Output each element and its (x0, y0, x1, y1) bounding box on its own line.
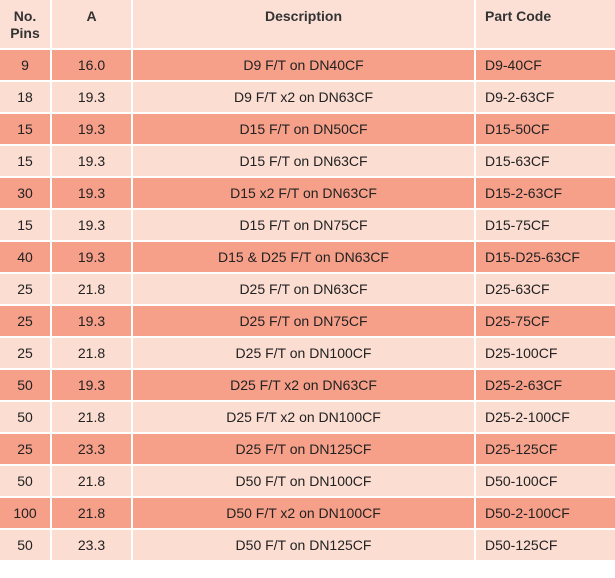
cell-part-code: D9-40CF (476, 50, 615, 82)
cell-a: 19.3 (52, 370, 133, 402)
cell-description: D9 F/T x2 on DN63CF (133, 82, 476, 114)
table-row: 25 21.8 D25 F/T on DN63CF D25-63CF (0, 274, 615, 306)
cell-pins: 100 (0, 498, 52, 530)
header-pins: No. Pins (0, 0, 52, 50)
cell-pins: 50 (0, 530, 52, 562)
cell-pins: 9 (0, 50, 52, 82)
table-row: 50 19.3 D25 F/T x2 on DN63CF D25-2-63CF (0, 370, 615, 402)
cell-a: 19.3 (52, 242, 133, 274)
cell-a: 19.3 (52, 114, 133, 146)
cell-part-code: D15-63CF (476, 146, 615, 178)
cell-pins: 15 (0, 114, 52, 146)
cell-part-code: D25-63CF (476, 274, 615, 306)
cell-description: D25 F/T x2 on DN63CF (133, 370, 476, 402)
cell-a: 19.3 (52, 210, 133, 242)
cell-part-code: D25-100CF (476, 338, 615, 370)
cell-pins: 15 (0, 146, 52, 178)
header-a: A (52, 0, 133, 50)
table-row: 30 19.3 D15 x2 F/T on DN63CF D15-2-63CF (0, 178, 615, 210)
cell-part-code: D15-75CF (476, 210, 615, 242)
table-row: 50 21.8 D25 F/T x2 on DN100CF D25-2-100CF (0, 402, 615, 434)
table-row: 18 19.3 D9 F/T x2 on DN63CF D9-2-63CF (0, 82, 615, 114)
cell-description: D15 F/T on DN63CF (133, 146, 476, 178)
header-part-code: Part Code (476, 0, 615, 50)
table-row: 15 19.3 D15 F/T on DN75CF D15-75CF (0, 210, 615, 242)
cell-part-code: D25-2-100CF (476, 402, 615, 434)
cell-pins: 30 (0, 178, 52, 210)
cell-description: D9 F/T on DN40CF (133, 50, 476, 82)
cell-part-code: D15-D25-63CF (476, 242, 615, 274)
cell-a: 19.3 (52, 306, 133, 338)
header-row: No. Pins A Description Part Code (0, 0, 615, 50)
cell-part-code: D15-50CF (476, 114, 615, 146)
cell-part-code: D15-2-63CF (476, 178, 615, 210)
cell-a: 21.8 (52, 498, 133, 530)
cell-a: 21.8 (52, 466, 133, 498)
cell-pins: 50 (0, 402, 52, 434)
cell-description: D25 F/T on DN75CF (133, 306, 476, 338)
table-row: 100 21.8 D50 F/T x2 on DN100CF D50-2-100CF (0, 498, 615, 530)
cell-part-code: D50-100CF (476, 466, 615, 498)
table-header: No. Pins A Description Part Code (0, 0, 615, 50)
header-description: Description (133, 0, 476, 50)
cell-description: D15 & D25 F/T on DN63CF (133, 242, 476, 274)
cell-pins: 15 (0, 210, 52, 242)
cell-description: D50 F/T on DN125CF (133, 530, 476, 562)
table-row: 50 21.8 D50 F/T on DN100CF D50-100CF (0, 466, 615, 498)
table-row: 9 16.0 D9 F/T on DN40CF D9-40CF (0, 50, 615, 82)
cell-pins: 25 (0, 306, 52, 338)
table-row: 15 19.3 D15 F/T on DN50CF D15-50CF (0, 114, 615, 146)
header-pins-line1: No. (13, 8, 37, 24)
cell-a: 23.3 (52, 530, 133, 562)
cell-a: 21.8 (52, 338, 133, 370)
table-row: 25 21.8 D25 F/T on DN100CF D25-100CF (0, 338, 615, 370)
cell-a: 16.0 (52, 50, 133, 82)
cell-part-code: D25-125CF (476, 434, 615, 466)
cell-description: D50 F/T x2 on DN100CF (133, 498, 476, 530)
cell-description: D25 F/T on DN63CF (133, 274, 476, 306)
cell-pins: 40 (0, 242, 52, 274)
cell-pins: 25 (0, 338, 52, 370)
cell-pins: 25 (0, 274, 52, 306)
cell-part-code: D50-2-100CF (476, 498, 615, 530)
cell-part-code: D25-75CF (476, 306, 615, 338)
table-row: 50 23.3 D50 F/T on DN125CF D50-125CF (0, 530, 615, 562)
cell-pins: 50 (0, 370, 52, 402)
table-row: 15 19.3 D15 F/T on DN63CF D15-63CF (0, 146, 615, 178)
table-row: 25 19.3 D25 F/T on DN75CF D25-75CF (0, 306, 615, 338)
cell-a: 21.8 (52, 402, 133, 434)
cell-description: D15 F/T on DN75CF (133, 210, 476, 242)
cell-description: D25 F/T on DN125CF (133, 434, 476, 466)
cell-a: 19.3 (52, 82, 133, 114)
cell-a: 21.8 (52, 274, 133, 306)
cell-pins: 25 (0, 434, 52, 466)
cell-a: 23.3 (52, 434, 133, 466)
table-row: 25 23.3 D25 F/T on DN125CF D25-125CF (0, 434, 615, 466)
cell-description: D15 x2 F/T on DN63CF (133, 178, 476, 210)
cell-part-code: D25-2-63CF (476, 370, 615, 402)
cell-a: 19.3 (52, 178, 133, 210)
cell-description: D25 F/T x2 on DN100CF (133, 402, 476, 434)
cell-pins: 50 (0, 466, 52, 498)
feedthrough-table: No. Pins A Description Part Code 9 16.0 D9… (0, 0, 615, 562)
cell-description: D15 F/T on DN50CF (133, 114, 476, 146)
cell-a: 19.3 (52, 146, 133, 178)
cell-part-code: D9-2-63CF (476, 82, 615, 114)
cell-description: D50 F/T on DN100CF (133, 466, 476, 498)
table-row: 40 19.3 D15 & D25 F/T on DN63CF D15-D25-63C… (0, 242, 615, 274)
cell-pins: 18 (0, 82, 52, 114)
header-pins-line2: Pins (10, 25, 40, 41)
cell-description: D25 F/T on DN100CF (133, 338, 476, 370)
cell-part-code: D50-125CF (476, 530, 615, 562)
table-body: 9 16.0 D9 F/T on DN40CF D9-40CF 18 19.3 D9 F/T… (0, 50, 615, 562)
